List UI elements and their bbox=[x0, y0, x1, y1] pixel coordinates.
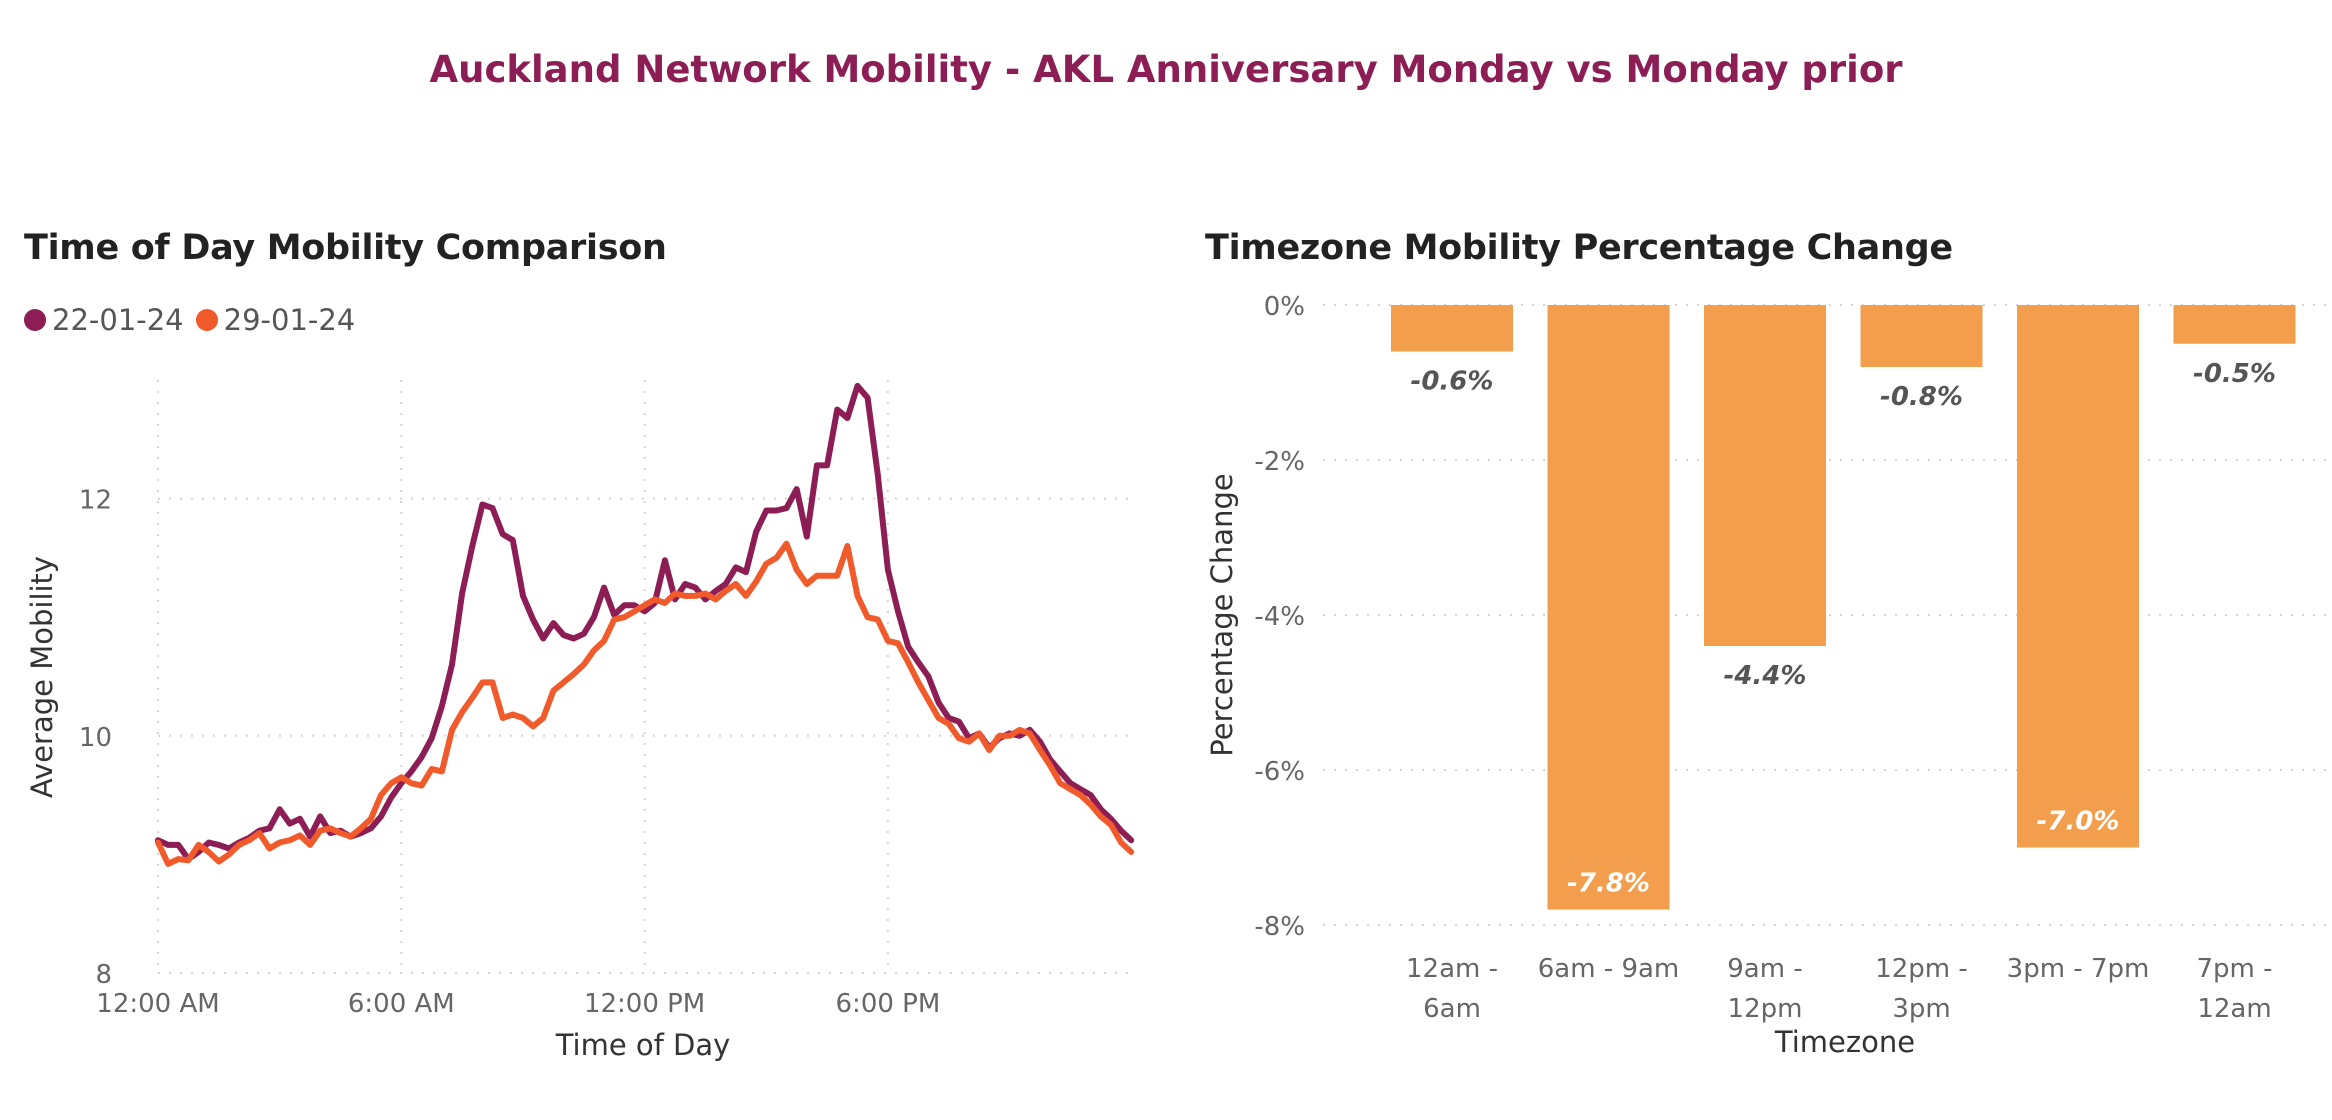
bar-4 bbox=[1860, 305, 1983, 367]
data-label-1: -0.6% bbox=[1411, 367, 1494, 397]
bar-2 bbox=[1547, 305, 1670, 910]
legend-item-series-2[interactable]: 29-01-24 bbox=[195, 303, 356, 337]
x-tick-label: 9am - bbox=[1727, 954, 1802, 984]
legend-item-series-1[interactable]: 22-01-24 bbox=[24, 303, 184, 337]
legend-marker-series-1 bbox=[24, 309, 46, 331]
page-title: Auckland Network Mobility - AKL Annivers… bbox=[429, 48, 1903, 91]
data-label-5: -7.0% bbox=[2037, 807, 2120, 837]
x-tick-label: 3pm - 7pm bbox=[2007, 954, 2150, 984]
y-tick-label: 8 bbox=[95, 960, 112, 990]
y-tick-label: 0% bbox=[1264, 292, 1305, 322]
line-series-2 bbox=[155, 540, 1135, 867]
x-tick-label: 12:00 PM bbox=[584, 989, 705, 1019]
legend-marker-series-2 bbox=[195, 309, 218, 331]
x-tick-label: 12am - bbox=[1406, 954, 1498, 984]
bar-5 bbox=[2017, 305, 2139, 848]
x-tick-label: 12pm bbox=[1728, 994, 1803, 1024]
x-tick-label: 12:00 AM bbox=[96, 989, 219, 1019]
y-tick-label: -8% bbox=[1254, 912, 1305, 942]
y-tick-label: 12 bbox=[79, 486, 112, 516]
y-axis-label: Percentage Change bbox=[1205, 473, 1239, 756]
legend-label-series-1: 22-01-24 bbox=[52, 303, 184, 337]
x-tick-label: 12am bbox=[2197, 994, 2271, 1024]
bar-3 bbox=[1704, 305, 1826, 646]
x-axis-label: Timezone bbox=[1774, 1025, 1915, 1059]
x-axis-label: Time of Day bbox=[555, 1028, 731, 1062]
y-tick-label: 10 bbox=[79, 723, 112, 753]
bar-chart-title: Timezone Mobility Percentage Change bbox=[1205, 228, 1953, 268]
legend-label-series-2: 29-01-24 bbox=[223, 303, 356, 337]
bar-1 bbox=[1391, 305, 1513, 352]
y-tick-label: -6% bbox=[1254, 757, 1305, 787]
data-label-2: -7.8% bbox=[1567, 869, 1650, 899]
bar-chart: 0% -2% -4% -6% -8% -0.6% 12am - 6am -7.8% 6am - 9… bbox=[1205, 292, 2332, 1059]
line-chart-title: Time of Day Mobility Comparison bbox=[24, 228, 667, 268]
line-chart: 8 10 12 12:00 AM 6:00 AM 12:00 PM 6:00 PM Time … bbox=[25, 380, 1135, 1062]
x-tick-label: 6:00 AM bbox=[348, 989, 455, 1019]
data-label-3: -4.4% bbox=[1724, 661, 1807, 691]
y-axis-label: Average Mobility bbox=[25, 556, 59, 798]
data-label-4: -0.8% bbox=[1880, 382, 1963, 412]
x-tick-label: 6am - 9am bbox=[1538, 954, 1680, 984]
y-tick-label: -2% bbox=[1254, 447, 1305, 477]
x-tick-label: 7pm - bbox=[2196, 954, 2272, 984]
x-tick-label: 3pm bbox=[1892, 994, 1950, 1024]
y-tick-label: -4% bbox=[1254, 602, 1305, 632]
x-tick-label: 6:00 PM bbox=[836, 989, 941, 1019]
bar-6 bbox=[2173, 305, 2296, 344]
data-label-6: -0.5% bbox=[2193, 359, 2276, 389]
line-chart-legend: 22-01-24 29-01-24 bbox=[24, 302, 367, 338]
x-tick-label: 12pm - bbox=[1875, 954, 1968, 984]
x-tick-label: 6am bbox=[1423, 994, 1481, 1024]
